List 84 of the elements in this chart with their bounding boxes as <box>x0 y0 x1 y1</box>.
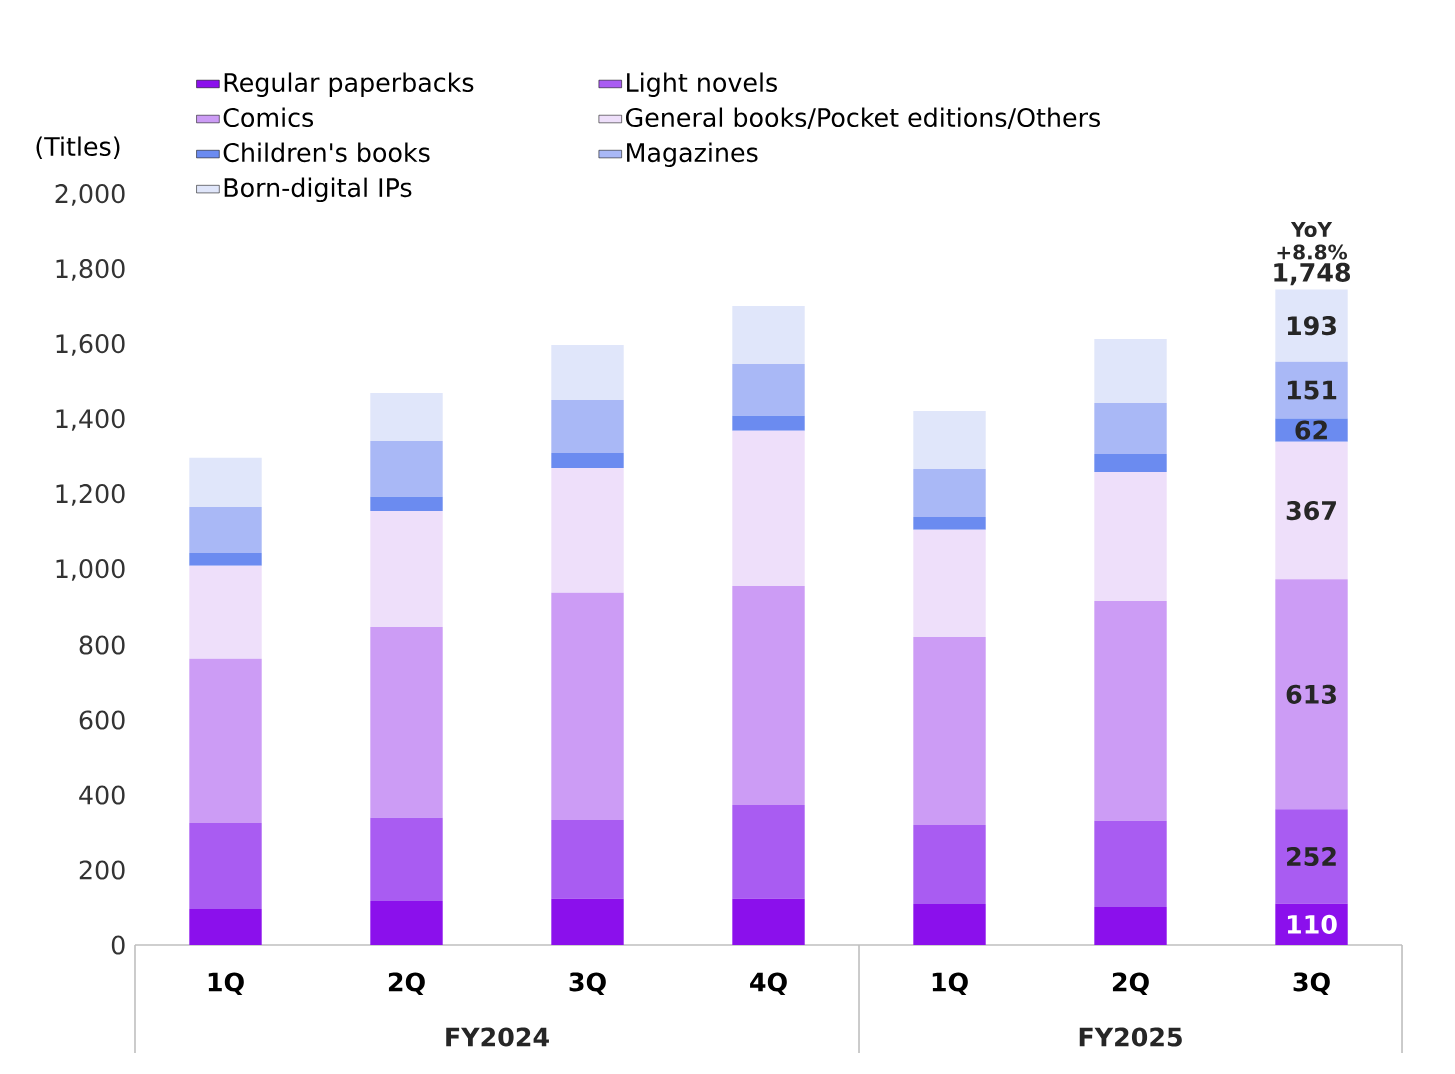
bar <box>1275 441 1348 580</box>
bar <box>1275 809 1348 904</box>
bar <box>1275 361 1348 419</box>
y-tick-label: 200 <box>79 860 125 880</box>
data-label: 367 <box>1286 500 1336 521</box>
legend-label: Children's books <box>223 142 430 163</box>
bar <box>189 909 262 945</box>
bar <box>913 410 986 470</box>
bar <box>189 457 262 507</box>
bar <box>1275 289 1348 362</box>
bar <box>189 506 262 554</box>
x-tick-label: 1Q <box>208 972 244 995</box>
bar <box>913 469 986 518</box>
bar <box>1094 454 1167 473</box>
bar <box>913 529 986 638</box>
bar <box>1094 907 1167 945</box>
bar <box>732 898 805 945</box>
bar <box>370 440 443 497</box>
data-label: 110 <box>1287 914 1337 934</box>
bar <box>732 586 805 806</box>
bar <box>732 305 805 365</box>
bar <box>551 400 624 453</box>
y-tick-label: 1,600 <box>56 334 125 356</box>
legend-label: General books/Pocket editions/Others <box>626 107 1100 130</box>
bar <box>1094 601 1167 821</box>
x-tick-label: 2Q <box>388 972 425 995</box>
y-tick-label: 0 <box>111 935 125 955</box>
bar <box>551 344 624 401</box>
bar <box>370 626 443 818</box>
bar <box>551 452 624 468</box>
data-label: 252 <box>1287 846 1336 867</box>
data-label: 62 <box>1295 420 1327 440</box>
text: FY2025 <box>1079 1027 1182 1047</box>
x-tick-label: 3Q <box>569 972 606 995</box>
bar <box>551 898 624 945</box>
data-label: 193 <box>1287 316 1336 336</box>
y-tick-label: 400 <box>79 785 125 805</box>
bar <box>732 415 805 431</box>
y-tick-label: 1,800 <box>56 259 125 281</box>
bar <box>189 658 262 824</box>
legend-label: Regular paperbacks <box>224 72 474 97</box>
bar <box>1094 820 1167 908</box>
data-label: 613 <box>1286 684 1336 704</box>
y-tick-label: 1,000 <box>56 559 125 581</box>
x-tick-label: 1Q <box>932 972 968 995</box>
legend-label: Magazines <box>627 142 758 168</box>
bar <box>1275 579 1348 810</box>
legend-label: Light novels <box>627 72 777 97</box>
bar <box>551 820 624 899</box>
x-tick-label: 2Q <box>1112 972 1149 995</box>
bar <box>370 392 443 441</box>
x-tick-label: 4Q <box>750 972 787 995</box>
y-tick-label: 600 <box>79 710 125 730</box>
bar <box>732 805 805 899</box>
bar <box>1094 472 1167 602</box>
bar <box>551 592 624 821</box>
y-tick-label: 1,200 <box>56 484 125 506</box>
bar <box>732 364 805 416</box>
legend-label: Born-digital IPs <box>224 177 412 203</box>
bar <box>551 467 624 593</box>
bar <box>189 565 262 659</box>
bar <box>913 825 986 905</box>
bar <box>189 553 262 566</box>
bar <box>370 511 443 627</box>
x-tick-label: 3Q <box>1293 972 1330 995</box>
legend-label: Comics <box>223 107 314 128</box>
total-label: 1,748 <box>1274 262 1351 286</box>
bar <box>913 637 986 825</box>
bar <box>913 904 986 945</box>
data-label: 151 <box>1287 380 1337 400</box>
bar <box>732 430 805 587</box>
bar <box>189 823 262 909</box>
y-tick-label: 2,000 <box>55 184 125 206</box>
bar <box>370 496 443 512</box>
bar <box>370 817 443 902</box>
y-tick-label: 1,400 <box>56 409 125 431</box>
y-tick-label: 800 <box>79 635 125 655</box>
text: FY2024 <box>446 1027 549 1047</box>
annotation: YoY +8.8% <box>1277 222 1347 260</box>
bar <box>913 517 986 530</box>
y-axis-title: (Titles) <box>36 136 120 160</box>
bar <box>1094 403 1167 455</box>
bar <box>370 901 443 945</box>
bar <box>1094 338 1167 404</box>
